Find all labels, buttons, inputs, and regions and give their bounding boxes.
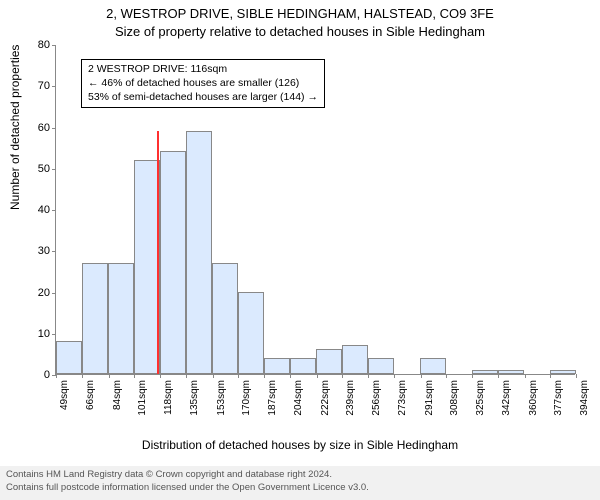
footer-line1: Contains HM Land Registry data © Crown c… <box>6 469 594 481</box>
x-tick-mark <box>525 374 526 378</box>
x-tick-label: 256sqm <box>371 380 382 416</box>
x-tick-mark <box>368 374 369 378</box>
x-tick-mark <box>109 374 110 378</box>
marker-line <box>157 131 159 374</box>
plot-area: 2 WESTROP DRIVE: 116sqm ← 46% of detache… <box>55 45 575 375</box>
y-tick-mark <box>52 293 56 294</box>
x-tick-mark <box>160 374 161 378</box>
histogram-bar <box>316 349 342 374</box>
x-tick-mark <box>82 374 83 378</box>
x-tick-label: 325sqm <box>475 380 486 416</box>
x-tick-label: 291sqm <box>424 380 435 416</box>
y-tick-mark <box>52 251 56 252</box>
histogram-bar <box>56 341 82 374</box>
y-tick-mark <box>52 45 56 46</box>
x-tick-label: 394sqm <box>579 380 590 416</box>
x-tick-label: 49sqm <box>59 380 70 410</box>
x-tick-mark <box>290 374 291 378</box>
y-tick-mark <box>52 334 56 335</box>
x-tick-label: 153sqm <box>216 380 227 416</box>
y-axis-label: Number of detached properties <box>8 45 22 210</box>
y-tick-mark <box>52 128 56 129</box>
x-tick-label: 222sqm <box>320 380 331 416</box>
x-tick-mark <box>134 374 135 378</box>
x-tick-mark <box>213 374 214 378</box>
x-tick-mark <box>56 374 57 378</box>
annotation-box: 2 WESTROP DRIVE: 116sqm ← 46% of detache… <box>81 59 325 108</box>
x-tick-mark <box>186 374 187 378</box>
x-tick-label: 360sqm <box>528 380 539 416</box>
x-tick-label: 84sqm <box>112 380 123 410</box>
y-tick-mark <box>52 169 56 170</box>
histogram-bar <box>160 151 186 374</box>
x-tick-mark <box>446 374 447 378</box>
histogram-bar <box>82 263 108 374</box>
histogram-bar <box>368 358 394 375</box>
x-tick-label: 66sqm <box>85 380 96 410</box>
chart-container: 2, WESTROP DRIVE, SIBLE HEDINGHAM, HALST… <box>0 0 600 500</box>
histogram-bar <box>212 263 238 374</box>
y-tick-mark <box>52 86 56 87</box>
histogram-bar <box>342 345 368 374</box>
x-tick-label: 377sqm <box>553 380 564 416</box>
histogram-bar <box>550 370 576 374</box>
x-tick-label: 342sqm <box>501 380 512 416</box>
x-tick-label: 170sqm <box>241 380 252 416</box>
chart-title-line1: 2, WESTROP DRIVE, SIBLE HEDINGHAM, HALST… <box>0 6 600 21</box>
x-tick-label: 239sqm <box>345 380 356 416</box>
x-tick-mark <box>472 374 473 378</box>
x-tick-label: 187sqm <box>267 380 278 416</box>
x-tick-label: 273sqm <box>397 380 408 416</box>
x-tick-mark <box>238 374 239 378</box>
x-tick-mark <box>421 374 422 378</box>
x-tick-label: 135sqm <box>189 380 200 416</box>
x-tick-mark <box>498 374 499 378</box>
histogram-bar <box>264 358 290 375</box>
annotation-line3: 53% of semi-detached houses are larger (… <box>88 90 318 104</box>
histogram-bar <box>498 370 524 374</box>
x-tick-mark <box>550 374 551 378</box>
histogram-bar <box>108 263 134 374</box>
x-tick-mark <box>342 374 343 378</box>
histogram-bar <box>186 131 212 374</box>
footer-line2: Contains full postcode information licen… <box>6 482 594 494</box>
x-tick-mark <box>394 374 395 378</box>
annotation-line1: 2 WESTROP DRIVE: 116sqm <box>88 62 318 76</box>
footer-text: Contains HM Land Registry data © Crown c… <box>0 465 600 498</box>
histogram-bar <box>472 370 498 374</box>
histogram-bar <box>238 292 264 375</box>
chart-title-line2: Size of property relative to detached ho… <box>0 24 600 39</box>
histogram-bar <box>290 358 316 375</box>
x-axis-label: Distribution of detached houses by size … <box>0 438 600 452</box>
x-tick-mark <box>576 374 577 378</box>
x-tick-label: 204sqm <box>293 380 304 416</box>
histogram-bar <box>420 358 446 375</box>
x-tick-mark <box>264 374 265 378</box>
annotation-line2: ← 46% of detached houses are smaller (12… <box>88 76 318 90</box>
x-tick-label: 308sqm <box>449 380 460 416</box>
x-tick-mark <box>317 374 318 378</box>
y-tick-mark <box>52 210 56 211</box>
x-tick-label: 118sqm <box>163 380 174 415</box>
x-tick-label: 101sqm <box>137 380 148 416</box>
